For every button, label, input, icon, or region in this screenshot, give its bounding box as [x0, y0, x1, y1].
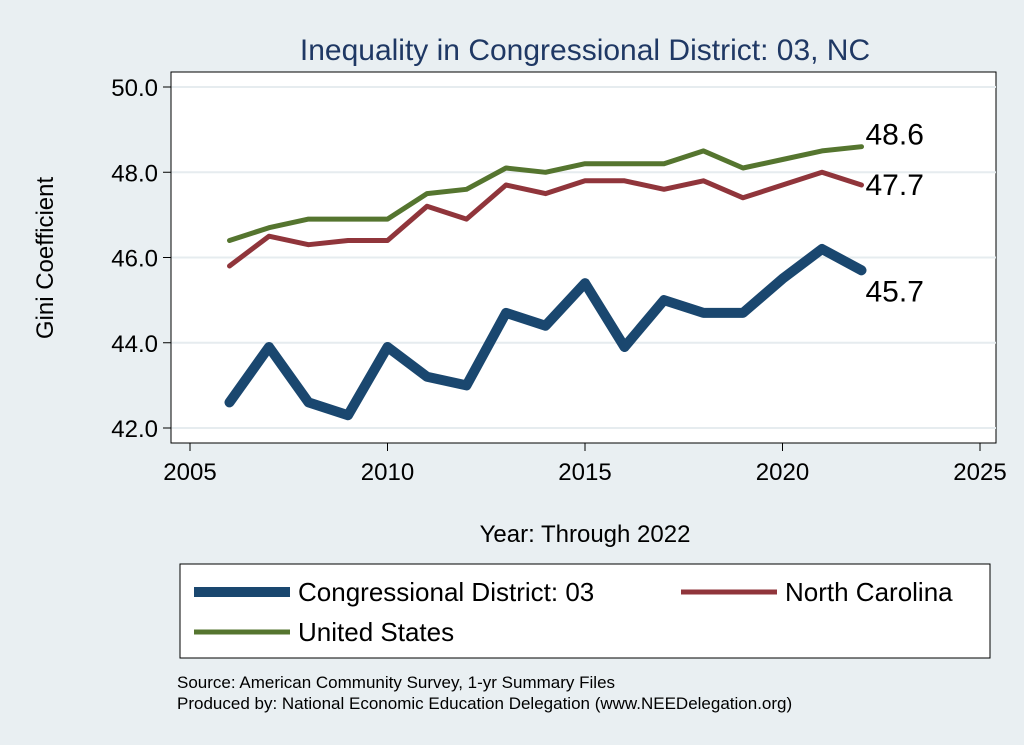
y-ticks: 42.0 44.0 46.0 48.0 50.0 [111, 75, 171, 443]
end-labels: 48.6 47.7 45.7 [866, 119, 924, 309]
end-label-united-states: 48.6 [866, 119, 924, 152]
x-ticks: 2005 2010 2015 2020 2025 [163, 443, 1007, 486]
y-axis-label: Gini Coefficient [32, 177, 59, 340]
end-label-congressional-district: 45.7 [866, 275, 924, 308]
source-note: Source: American Community Survey, 1-yr … [177, 673, 615, 692]
y-tick-label: 42.0 [111, 416, 158, 443]
y-tick-label: 48.0 [111, 160, 158, 187]
x-tick-label: 2025 [953, 459, 1006, 486]
gridlines [171, 86, 996, 429]
series-lines [224, 144, 867, 421]
x-tick-label: 2015 [558, 459, 611, 486]
series-line-north-carolina [227, 169, 864, 269]
end-label-north-carolina: 47.7 [866, 169, 924, 202]
x-axis-label: Year: Through 2022 [480, 521, 691, 548]
chart-title: Inequality in Congressional District: 03… [300, 34, 870, 67]
y-tick-label: 50.0 [111, 75, 158, 102]
legend-label-north-carolina: North Carolina [785, 577, 953, 607]
legend-label-congressional-district: Congressional District: 03 [298, 577, 594, 607]
legend-label-united-states: United States [298, 617, 454, 647]
x-tick-label: 2010 [361, 459, 414, 486]
x-tick-label: 2020 [756, 459, 809, 486]
series-line-congressional-district [224, 244, 867, 421]
produced-by-note: Produced by: National Economic Education… [177, 694, 792, 713]
y-tick-label: 44.0 [111, 331, 158, 358]
legend-box [179, 563, 991, 659]
x-tick-label: 2005 [163, 459, 216, 486]
series-line-united-states [227, 144, 864, 243]
y-tick-label: 46.0 [111, 246, 158, 273]
